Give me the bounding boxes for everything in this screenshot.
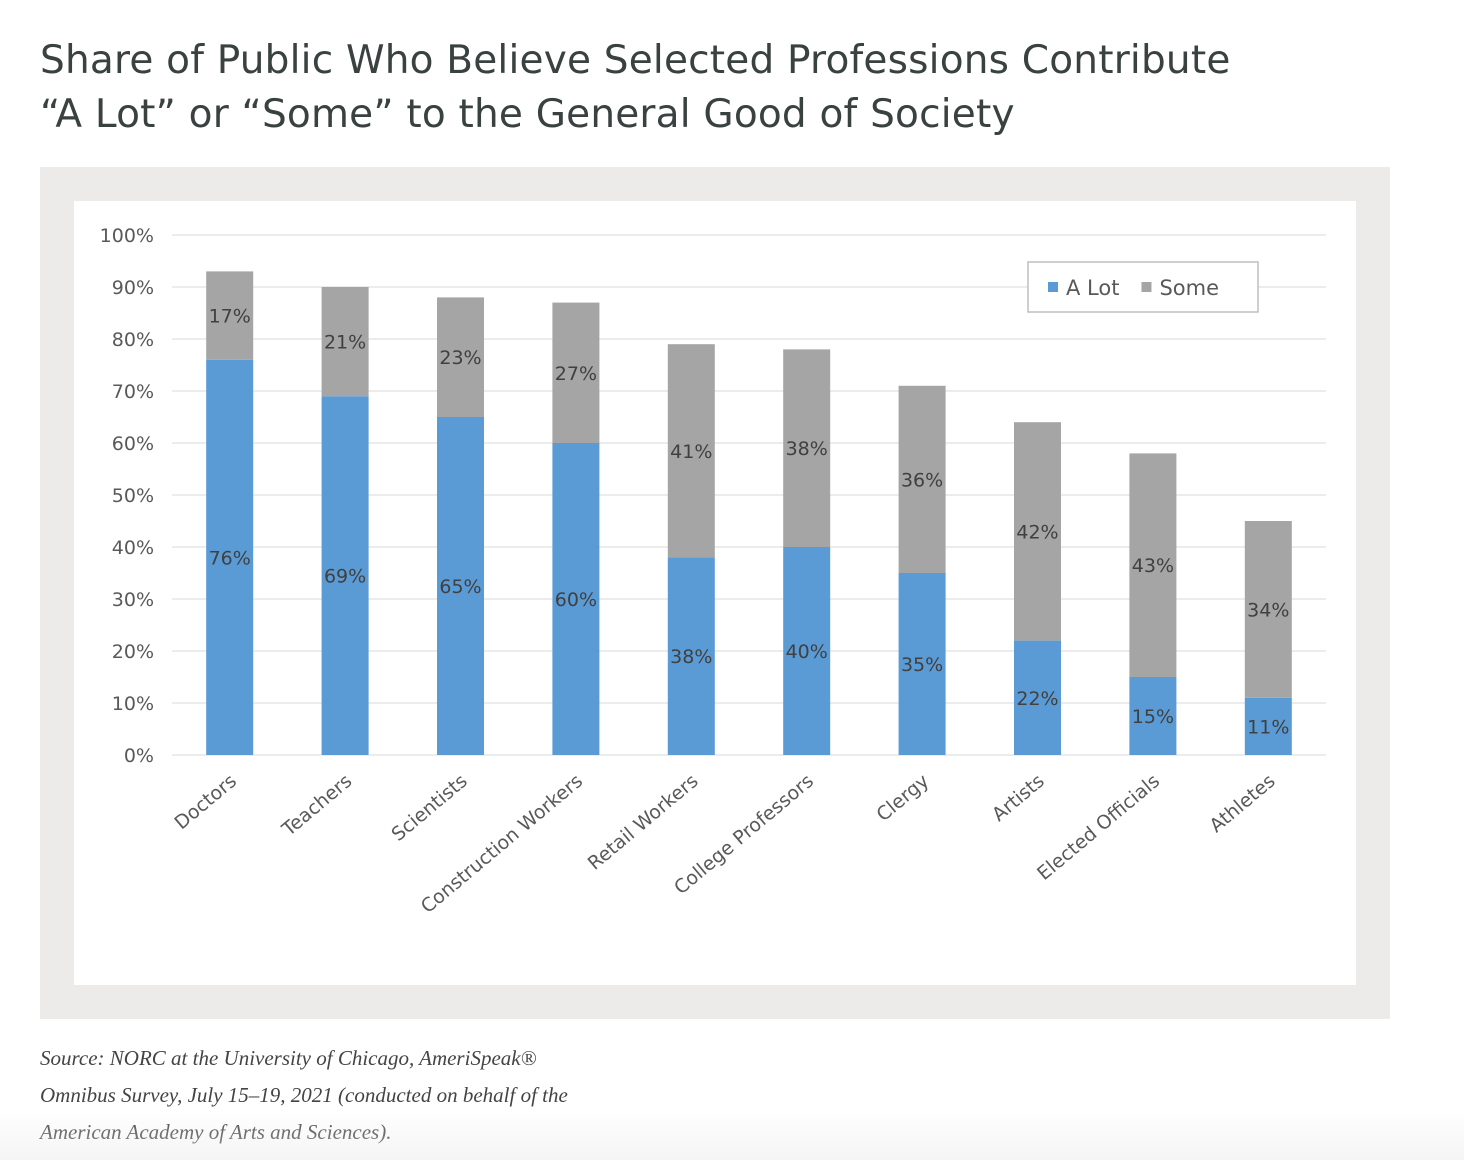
category-label: Teachers [277, 770, 356, 841]
source-line: American Academy of Arts and Sciences). [40, 1120, 392, 1144]
data-label: 41% [670, 441, 712, 463]
data-label: 23% [439, 347, 481, 369]
bar-a-lot [1244, 697, 1292, 755]
chart-panel: 0% 10% 20% 30% 40% 50% 60% 70% 80% 90% 100% 76% 69% 6… [74, 201, 1356, 985]
y-tick-label: 10% [112, 693, 154, 715]
y-tick-label: 80% [112, 329, 154, 351]
bar-some [552, 302, 600, 443]
bar-a-lot [552, 443, 600, 755]
data-label: 40% [786, 641, 828, 663]
category-label: Scientists [387, 770, 471, 846]
data-label: 17% [209, 306, 251, 328]
page-title-line: Share of Public Who Believe Selected Pro… [40, 38, 1231, 83]
category-label: Elected Officials [1033, 770, 1164, 885]
data-label: 27% [555, 363, 597, 385]
legend-label-some: Some [1159, 276, 1219, 300]
data-label: 38% [670, 646, 712, 668]
category-label: Doctors [170, 770, 240, 834]
data-label: 22% [1016, 688, 1058, 710]
bar-some [1244, 521, 1292, 698]
stacked-bar-chart: 0% 10% 20% 30% 40% 50% 60% 70% 80% 90% 100% 76% 69% 6… [100, 225, 1326, 918]
bar-a-lot [1014, 640, 1061, 755]
page-title: Share of Public Who Believe Selected Pro… [40, 34, 1420, 142]
y-tick-label: 70% [112, 381, 154, 403]
data-label: 69% [324, 566, 366, 588]
category-label: Retail Workers [584, 770, 703, 875]
data-label: 76% [209, 547, 251, 569]
source-note: Source: NORC at the University of Chicag… [40, 1040, 680, 1151]
data-label: 15% [1132, 706, 1174, 728]
data-label: 43% [1132, 555, 1174, 577]
category-label: Clergy [872, 770, 933, 826]
data-label: 36% [901, 469, 943, 491]
data-label: 38% [786, 438, 828, 460]
category-label: Artists [988, 770, 1049, 826]
bar-a-lot [206, 359, 254, 755]
bar-a-lot [783, 547, 831, 755]
data-label: 11% [1247, 716, 1289, 738]
data-label: 42% [1016, 521, 1058, 543]
bar-a-lot [1129, 677, 1177, 755]
bar-some [1014, 422, 1061, 641]
source-line: Omnibus Survey, July 15–19, 2021 (conduc… [40, 1083, 568, 1107]
bar-a-lot [667, 557, 715, 755]
y-tick-label: 50% [112, 485, 154, 507]
y-tick-label: 20% [112, 641, 154, 663]
data-label: 60% [555, 589, 597, 611]
y-tick-label: 90% [112, 277, 154, 299]
category-label: Athletes [1205, 770, 1279, 837]
y-tick-label: 30% [112, 589, 154, 611]
legend-swatch-some [1141, 282, 1152, 292]
y-tick-label: 0% [124, 745, 154, 767]
bar-a-lot [437, 417, 484, 755]
bar-some [321, 287, 369, 397]
y-tick-label: 100% [100, 225, 154, 247]
chart-frame: 0% 10% 20% 30% 40% 50% 60% 70% 80% 90% 100% 76% 69% 6… [40, 167, 1390, 1019]
bar-some [206, 271, 254, 360]
data-label: 35% [901, 654, 943, 676]
data-label: 65% [439, 576, 481, 598]
bar-some [667, 344, 715, 558]
legend-swatch-a-lot [1048, 282, 1058, 292]
bar-some [898, 385, 946, 573]
bar-a-lot [321, 396, 369, 755]
bar-a-lot [898, 573, 946, 755]
source-line: Source: NORC at the University of Chicag… [40, 1046, 537, 1070]
page-title-line: “A Lot” or “Some” to the General Good of… [40, 92, 1015, 137]
bar-some [783, 349, 831, 547]
bar-some [1129, 453, 1177, 677]
y-tick-label: 60% [112, 433, 154, 455]
legend-label-a-lot: A Lot [1066, 276, 1119, 300]
bar-some [437, 297, 484, 417]
data-label: 34% [1247, 599, 1289, 621]
y-tick-label: 40% [112, 537, 154, 559]
data-label: 21% [324, 332, 366, 354]
